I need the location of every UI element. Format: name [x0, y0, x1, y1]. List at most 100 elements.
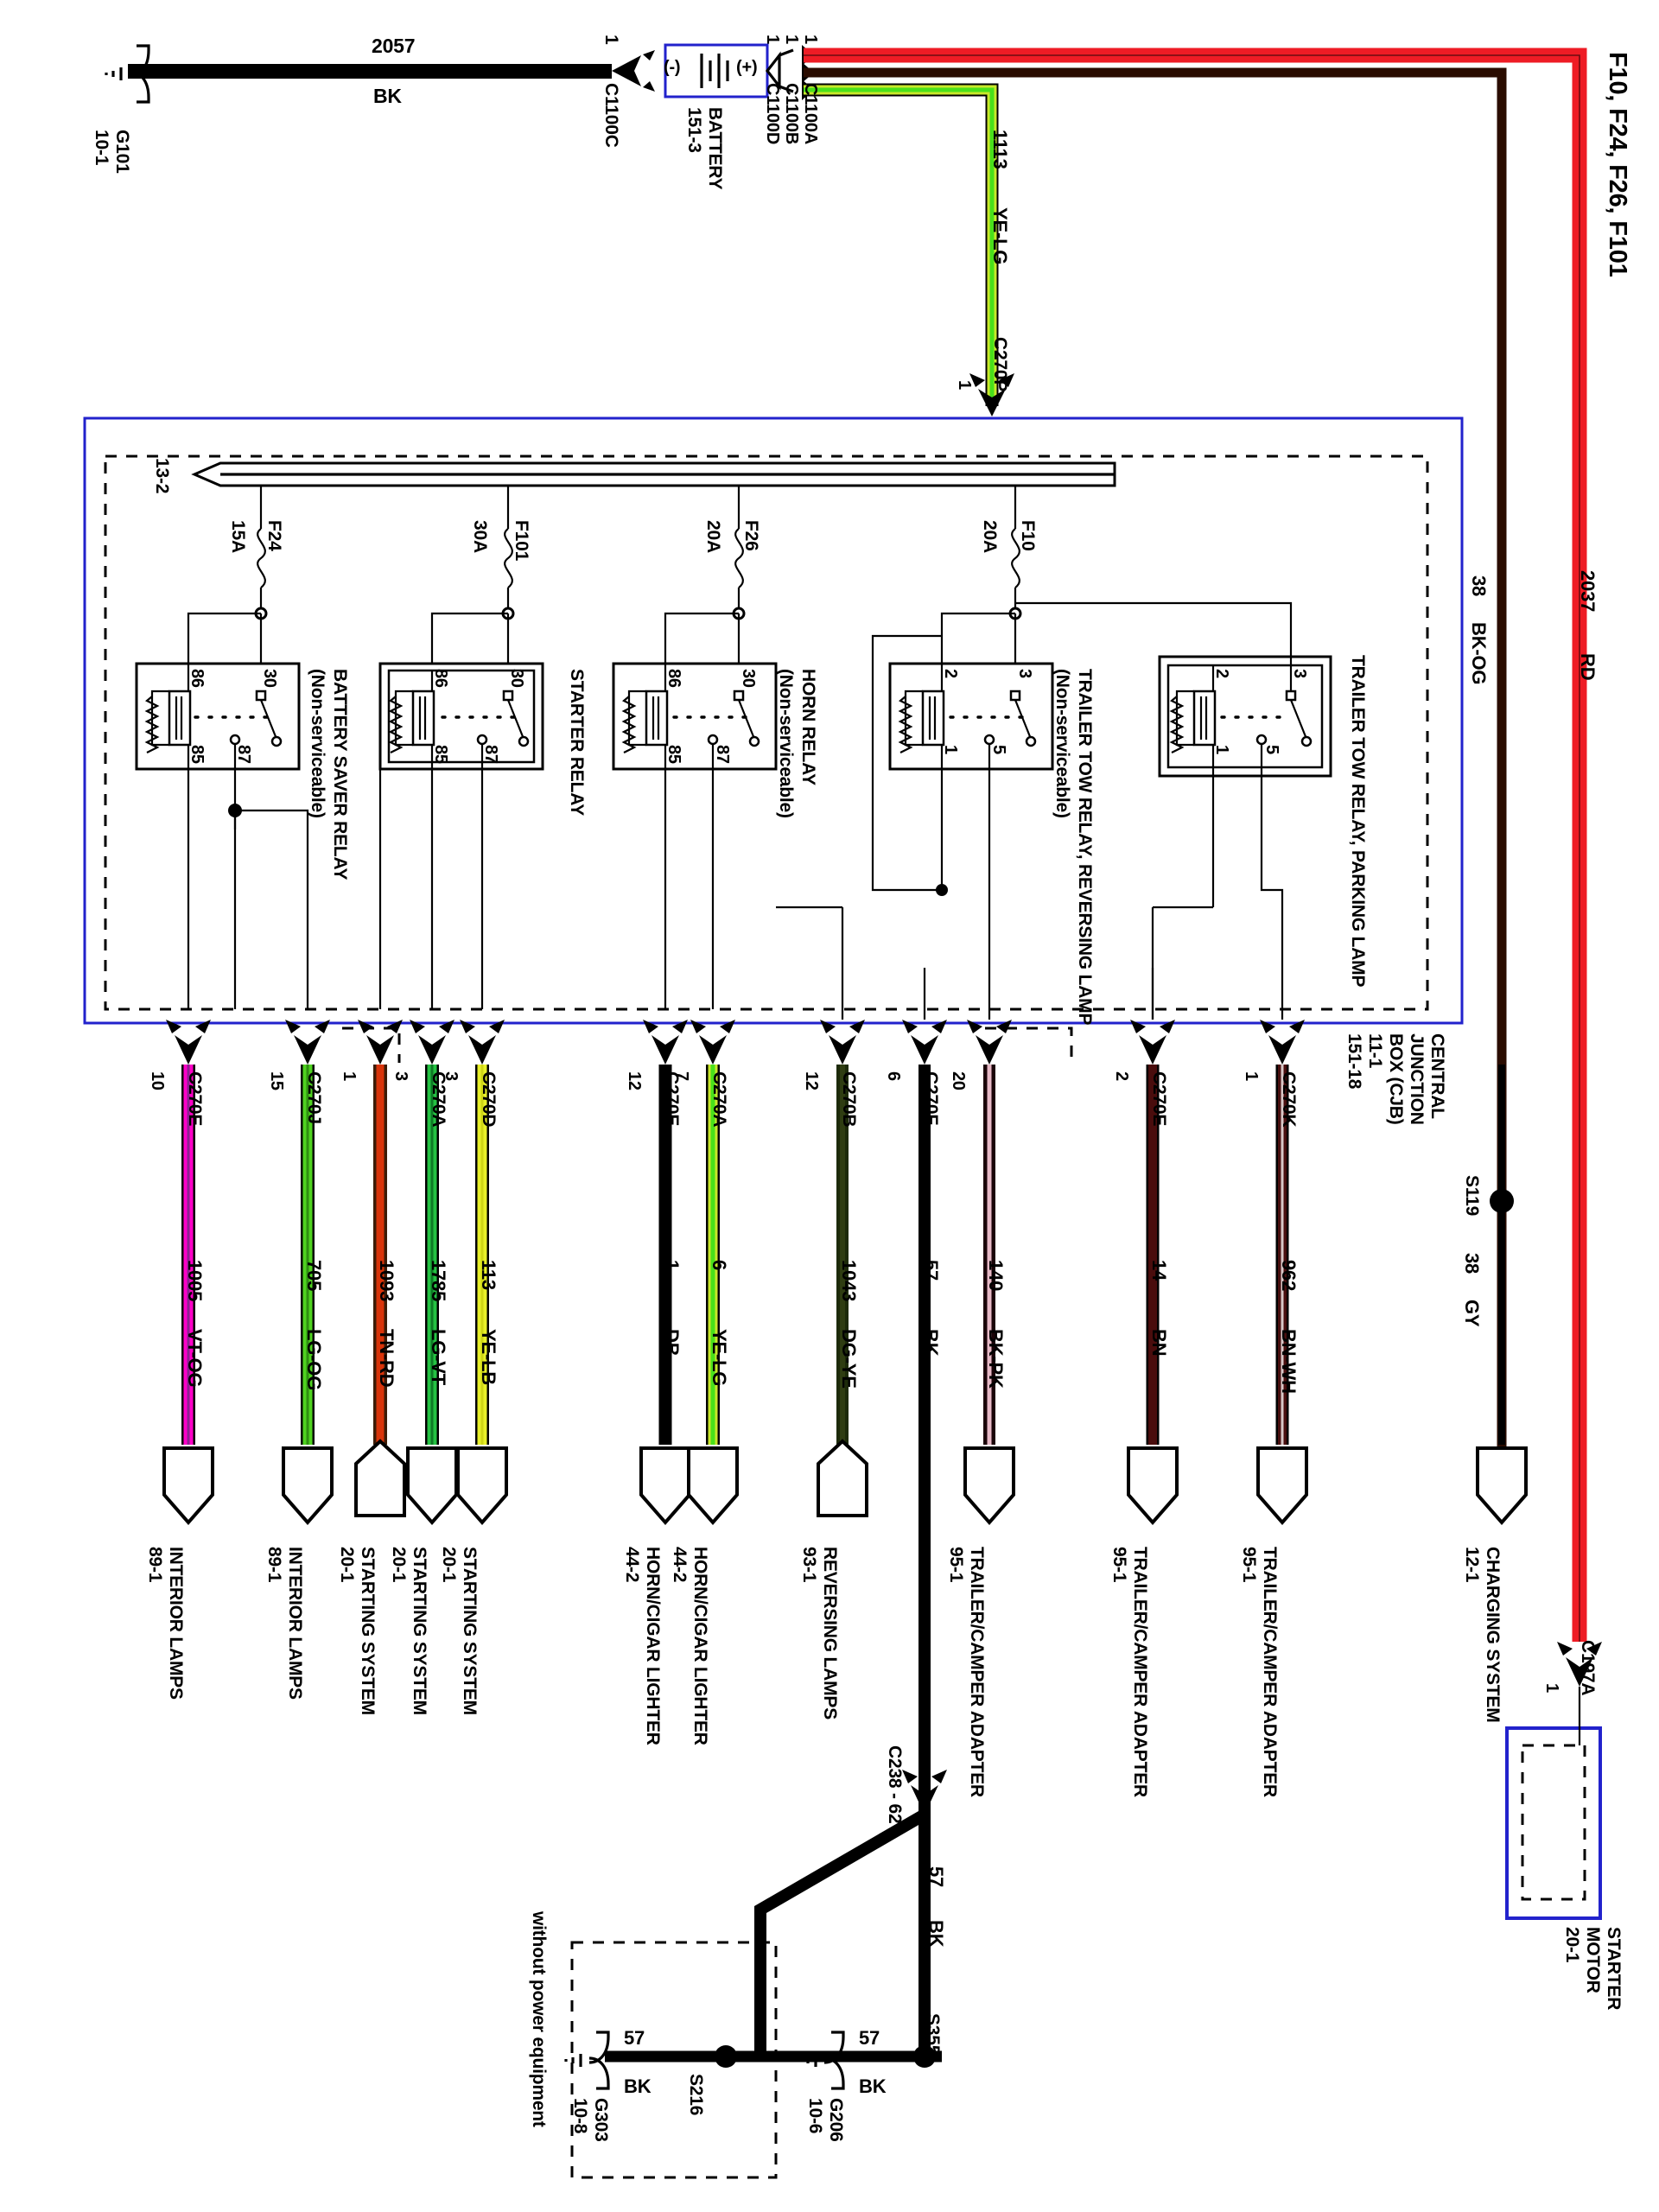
wire-38-bkog-number: 38 [1468, 575, 1490, 597]
out-wire-7-pin: 12 [802, 1071, 821, 1090]
out-wire-1-color: LG-OG [303, 1329, 325, 1391]
system-ref-left: 13-2 [152, 458, 172, 494]
cjb-output-stubs [776, 906, 1284, 1020]
out-wire-11-dest: TRAILER/CAMPER ADAPTER [1260, 1547, 1280, 1797]
connector-c270p-id: C270P [990, 337, 1010, 392]
out-wire-8-number: 57 [920, 1260, 942, 1281]
out-wire-6-color: YE-LG [709, 1329, 730, 1387]
relay5-name: TRAILER TOW RELAY, PARKING LAMP [1348, 655, 1368, 988]
out-wire-10-number: 14 [1148, 1260, 1170, 1281]
out-wire-11-number: 962 [1278, 1260, 1300, 1292]
wire-2057-number: 2057 [372, 35, 416, 57]
wire-2057-bk [128, 64, 612, 79]
cjb-label-line1: CENTRAL [1427, 1033, 1447, 1119]
wire-2037-number: 2037 [1577, 570, 1599, 613]
relay1-pin-30: 30 [260, 669, 279, 688]
out-wire-7-connector: C270B [839, 1071, 859, 1128]
relay5-pin-2: 2 [1212, 669, 1231, 678]
wire-2037-color: RD [1577, 653, 1599, 681]
relay3-pin-87: 87 [713, 745, 732, 764]
out-wire-4-pin: 3 [442, 1071, 461, 1081]
ground-g206-wire-number: 57 [859, 2027, 880, 2049]
out-wire-10-connector: C270E [1149, 1071, 1169, 1127]
fuse-drop-lines [259, 486, 1017, 529]
out-wire-2-pin: 1 [340, 1071, 359, 1081]
fuse-f101-rating: 30A [470, 520, 490, 553]
out-wire-7-dest-grid: 93-1 [799, 1547, 819, 1583]
out-wire-6-dest-grid: 44-2 [670, 1547, 690, 1583]
relay3-name: HORN RELAY [798, 669, 818, 785]
out-wire-0-dest-grid: 89-1 [145, 1547, 165, 1583]
out-wire-2-number: 1093 [376, 1260, 397, 1302]
out-wire-3-pin: 3 [391, 1071, 410, 1081]
cjb-dashed-boundary [104, 454, 1429, 1011]
fuse-symbols [257, 528, 1020, 588]
out-wire-4-number: 113 [478, 1260, 499, 1290]
fuse-f10-id: F10 [1018, 520, 1038, 551]
out-wire-7-color: DG-YE [838, 1329, 860, 1389]
cjb-grid-1: 11-1 [1365, 1033, 1385, 1069]
relay4-pin-2: 2 [941, 669, 960, 678]
out-wire-3-number: 1785 [428, 1260, 449, 1302]
connector-c1100b-pin: 1 [782, 35, 801, 44]
relay4-pin-1: 1 [941, 745, 960, 754]
out-wire-11-connector: C270K [1279, 1071, 1299, 1128]
fuse-f101-id: F101 [512, 520, 531, 562]
starter-motor-name-1: STARTER [1604, 1927, 1624, 2011]
note-without-power-equipment: without power equipment [529, 1911, 549, 2127]
fuse-f10-rating: 20A [980, 520, 1000, 553]
connector-c1100b-id: C1100B [782, 83, 801, 145]
out-wire-10-dest: TRAILER/CAMPER ADAPTER [1130, 1547, 1150, 1797]
output-wire-strands [181, 1065, 1505, 1815]
out-wire-10-color: BN [1148, 1329, 1170, 1357]
relay-horn [612, 607, 778, 1009]
relay1-pin-86: 86 [188, 669, 207, 688]
out-wire-10-pin: 2 [1112, 1071, 1131, 1081]
cjb-subbox-dash-right [985, 1027, 1073, 1063]
out-wire-5-pin: 12 [625, 1071, 644, 1090]
page-title: F10, F24, F26, F101 [1604, 52, 1631, 277]
starter-motor-grid: 20-1 [1562, 1927, 1582, 1963]
out-wire-8-connector: C270F [921, 1071, 941, 1126]
wire-38-gy-number: 38 [1461, 1253, 1483, 1274]
relay2-pin-86: 86 [431, 669, 450, 688]
out-wire-6-pin: 7 [672, 1071, 691, 1081]
connector-c1100c-pin: 1 [601, 35, 621, 45]
ground-g303 [564, 1941, 778, 2179]
relay5-pin-3: 3 [1290, 669, 1309, 678]
relay-battery-saver [135, 607, 309, 1009]
ground-g303-wire-color: BK [624, 2075, 652, 2097]
out-wire-4-dest-grid: 20-1 [439, 1547, 459, 1583]
out-wire-7-dest: REVERSING LAMPS [820, 1547, 840, 1720]
out-wire-0-pin: 10 [148, 1071, 167, 1090]
splice-s355-label: S355 [923, 2013, 943, 2056]
splice-s216-dot [715, 2045, 737, 2068]
relay-trailer-tow-parking [1015, 601, 1332, 1009]
out-wire-8-pin: 6 [884, 1071, 903, 1081]
out-wire-11-dest-grid: 95-1 [1239, 1547, 1259, 1583]
out-wire-1-pin: 15 [267, 1071, 286, 1090]
splice-s355-dot [913, 2045, 936, 2068]
relay5-pin-1: 1 [1212, 745, 1231, 754]
relay4-pin-3: 3 [1015, 669, 1034, 678]
relay4-pin-5: 5 [989, 745, 1008, 754]
connector-c197a-id: C197A [1578, 1640, 1598, 1696]
out-wire-9-pin: 20 [949, 1071, 968, 1090]
out-wire-9-dest-grid: 95-1 [946, 1547, 966, 1583]
out-wire-9-color: BK-PK [985, 1329, 1007, 1389]
relay3-pin-85: 85 [664, 745, 683, 764]
wire-57-color-bottom: BK [925, 1920, 947, 1948]
ground-g206 [799, 2031, 845, 2090]
connector-c197a-pin: 1 [1542, 1683, 1561, 1693]
cjb-label-line3: BOX (CJB) [1386, 1033, 1406, 1125]
out-wire-6-dest: HORN/CIGAR LIGHTER [690, 1547, 710, 1745]
out-wire-5-dest: HORN/CIGAR LIGHTER [643, 1547, 663, 1745]
out-wire-0-dest: INTERIOR LAMPS [166, 1547, 186, 1700]
cjb-subbox-dash-left [342, 1027, 401, 1063]
ground-g303-wire-number: 57 [624, 2027, 645, 2049]
out-wire-3-dest-grid: 20-1 [389, 1547, 409, 1583]
out-wire-11-color: BN-WH [1278, 1329, 1300, 1394]
connector-c270p-pin: 1 [955, 380, 974, 390]
